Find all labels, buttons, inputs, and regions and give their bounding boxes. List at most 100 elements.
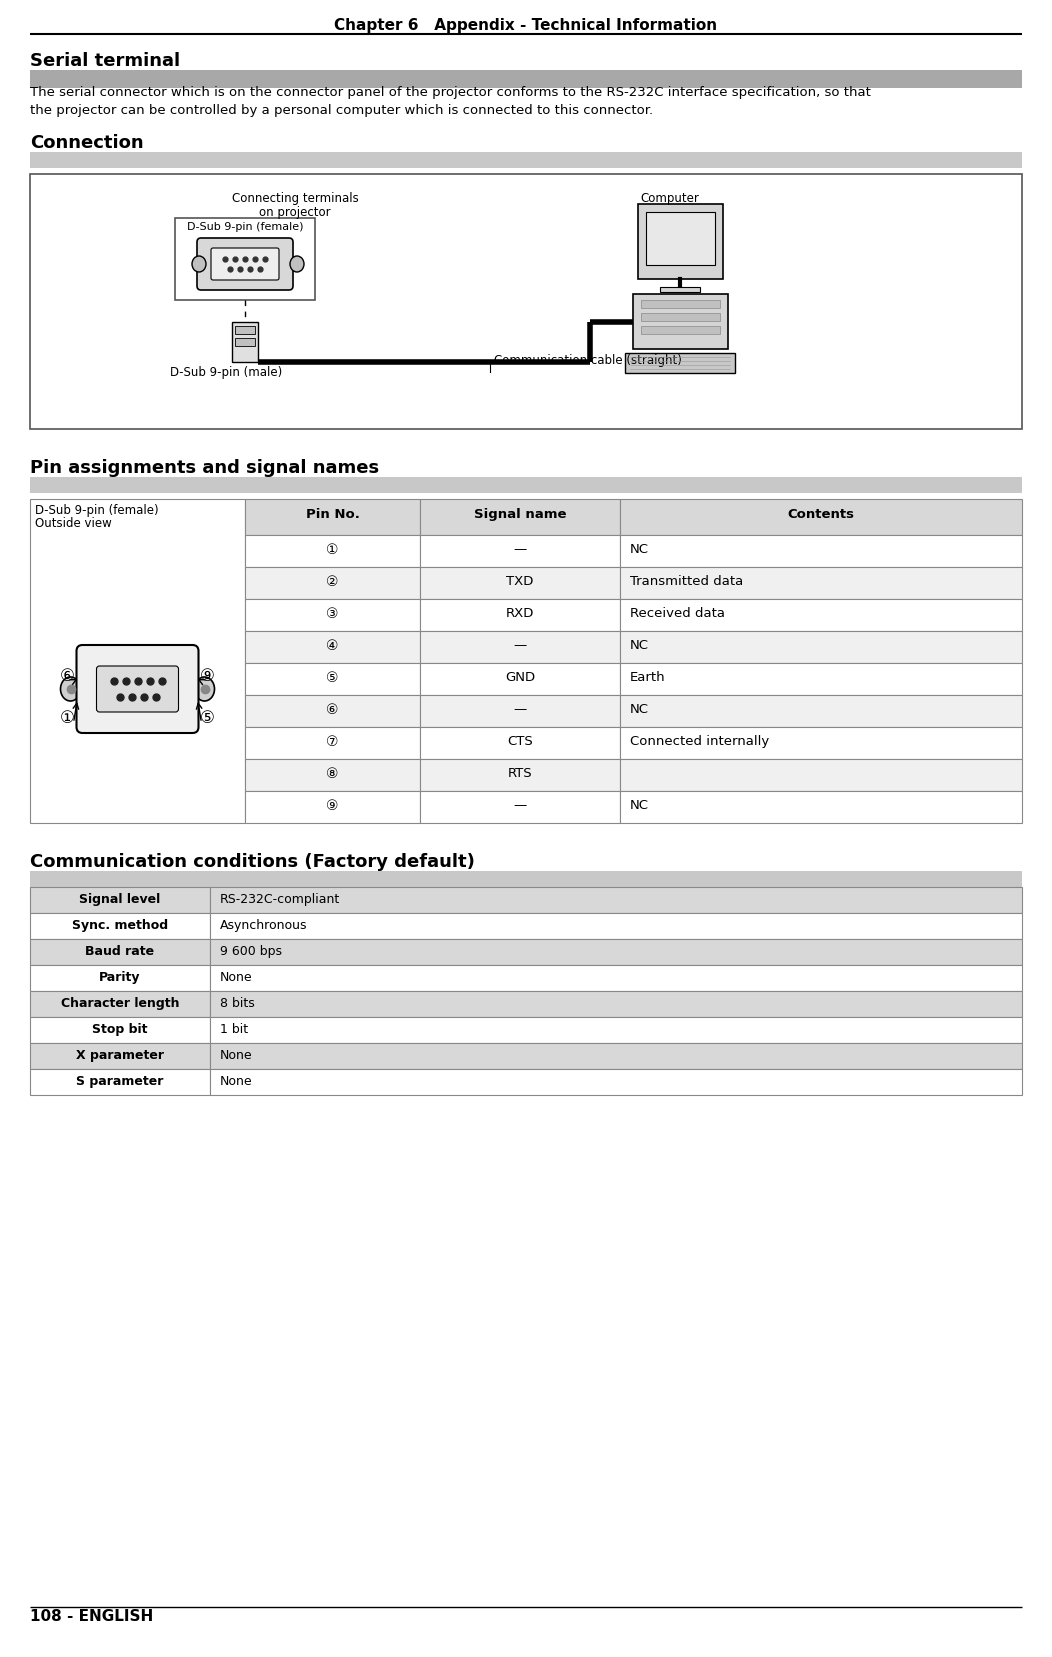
Text: Connection: Connection (31, 134, 144, 152)
Bar (31, 913, 210, 940)
Text: ①: ① (326, 543, 339, 557)
Text: Signal level: Signal level (79, 893, 161, 906)
Bar (210, 964, 1021, 991)
Text: ⑤: ⑤ (326, 671, 339, 684)
FancyBboxPatch shape (197, 239, 294, 290)
Text: D-Sub 9-pin (male): D-Sub 9-pin (male) (170, 366, 282, 379)
Bar (31, 70, 1021, 88)
Text: Asynchronous: Asynchronous (220, 920, 307, 931)
Text: 108 - ENGLISH: 108 - ENGLISH (31, 1609, 154, 1624)
Text: TXD: TXD (506, 575, 533, 588)
Ellipse shape (195, 678, 215, 701)
Bar (641, 300, 720, 308)
Text: X parameter: X parameter (76, 1049, 164, 1062)
Bar (641, 313, 720, 321)
Bar (620, 499, 1021, 535)
Bar (31, 152, 1021, 167)
Text: ④: ④ (326, 640, 339, 653)
Text: ②: ② (326, 575, 339, 588)
Bar (620, 631, 1021, 663)
Bar (620, 694, 1021, 727)
Bar (245, 499, 420, 535)
Text: GND: GND (505, 671, 535, 684)
Bar (31, 1017, 210, 1042)
Text: RTS: RTS (508, 767, 532, 780)
Bar (420, 499, 620, 535)
Bar (245, 598, 420, 631)
Text: Signal name: Signal name (473, 509, 566, 520)
Bar (646, 212, 714, 265)
Text: Contents: Contents (788, 509, 854, 520)
Text: None: None (220, 1075, 252, 1089)
Bar (31, 477, 1021, 494)
Text: D-Sub 9-pin (female): D-Sub 9-pin (female) (187, 222, 303, 232)
Text: Computer: Computer (640, 192, 699, 205)
Text: CTS: CTS (507, 736, 533, 747)
Text: —: — (513, 703, 527, 716)
Bar (31, 1042, 210, 1069)
Text: Sync. method: Sync. method (72, 920, 168, 931)
Text: NC: NC (630, 543, 649, 557)
Text: Earth: Earth (630, 671, 666, 684)
Bar (420, 790, 620, 824)
Text: 1 bit: 1 bit (220, 1022, 248, 1036)
FancyBboxPatch shape (77, 645, 199, 732)
Bar (175, 219, 315, 300)
Text: Serial terminal: Serial terminal (31, 51, 180, 70)
Bar (420, 727, 620, 759)
Bar (625, 353, 735, 373)
Bar (638, 204, 723, 278)
Text: None: None (220, 1049, 252, 1062)
Text: D-Sub 9-pin (female): D-Sub 9-pin (female) (35, 504, 159, 517)
Bar (641, 326, 720, 335)
Text: ⑧: ⑧ (326, 767, 339, 780)
Bar (620, 535, 1021, 567)
Text: Connecting terminals: Connecting terminals (231, 192, 359, 205)
Text: ⑥: ⑥ (60, 668, 75, 684)
Bar (232, 321, 258, 361)
Bar (620, 567, 1021, 598)
Bar (235, 338, 255, 346)
Bar (245, 727, 420, 759)
Text: S parameter: S parameter (77, 1075, 164, 1089)
Bar (245, 694, 420, 727)
Ellipse shape (61, 678, 81, 701)
Text: ⑨: ⑨ (200, 668, 215, 684)
Text: ⑥: ⑥ (326, 703, 339, 717)
Bar (31, 1069, 210, 1095)
Text: Communication cable (straight): Communication cable (straight) (494, 355, 682, 366)
Bar (245, 631, 420, 663)
Bar (420, 663, 620, 694)
Text: None: None (220, 971, 252, 984)
FancyBboxPatch shape (211, 249, 279, 280)
Text: Transmitted data: Transmitted data (630, 575, 744, 588)
Bar (245, 535, 420, 567)
Bar (31, 174, 1021, 429)
Bar (31, 940, 210, 964)
Bar (420, 631, 620, 663)
Bar (245, 759, 420, 790)
Bar (245, 790, 420, 824)
Text: ⑤: ⑤ (200, 709, 215, 727)
Text: —: — (513, 543, 527, 557)
Bar (620, 727, 1021, 759)
Bar (210, 940, 1021, 964)
Bar (210, 1069, 1021, 1095)
Text: Parity: Parity (99, 971, 141, 984)
Text: ①: ① (60, 709, 75, 727)
Text: ⑦: ⑦ (326, 736, 339, 749)
Bar (31, 886, 210, 913)
Bar (620, 790, 1021, 824)
Bar (420, 759, 620, 790)
Text: Communication conditions (Factory default): Communication conditions (Factory defaul… (31, 853, 474, 872)
Text: 8 bits: 8 bits (220, 998, 255, 1011)
Bar (31, 964, 210, 991)
Text: 9 600 bps: 9 600 bps (220, 944, 282, 958)
Ellipse shape (193, 255, 206, 272)
Text: Baud rate: Baud rate (85, 944, 155, 958)
Bar (245, 567, 420, 598)
Text: Received data: Received data (630, 606, 725, 620)
Bar (210, 1042, 1021, 1069)
Bar (620, 759, 1021, 790)
Text: Connected internally: Connected internally (630, 736, 769, 747)
